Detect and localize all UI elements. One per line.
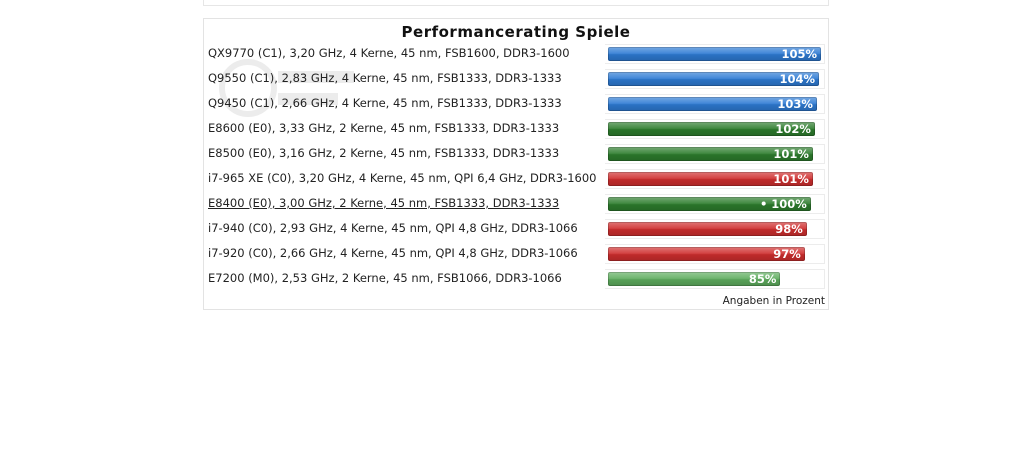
bar-row: QX9770 (C1), 3,20 GHz, 4 Kerne, 45 nm, F… (204, 41, 828, 65)
bar-track: 105% (605, 44, 825, 64)
bar-row: E8600 (E0), 3,33 GHz, 2 Kerne, 45 nm, FS… (204, 116, 828, 140)
previous-chart-panel-edge (203, 0, 829, 6)
bar: 104% (608, 71, 819, 86)
value-label: 102% (775, 121, 811, 136)
bar: 102% (608, 121, 815, 136)
category-label: Q9550 (C1), 2,83 GHz, 4 Kerne, 45 nm, FS… (208, 70, 562, 85)
bar: 97% (608, 246, 805, 261)
value-label: 85% (748, 271, 777, 286)
chart-title: Performancerating Spiele (401, 23, 631, 41)
bar-track: 98% (605, 218, 825, 239)
category-label: QX9770 (C1), 3,20 GHz, 4 Kerne, 45 nm, F… (208, 46, 570, 60)
bar: 103% (608, 96, 817, 111)
category-label: i7-940 (C0), 2,93 GHz, 4 Kerne, 45 nm, Q… (208, 220, 578, 235)
value-label: 101% (773, 171, 809, 186)
bar-row: E7200 (M0), 2,53 GHz, 2 Kerne, 45 nm, FS… (204, 266, 828, 290)
bar-row: E8400 (E0), 3,00 GHz, 2 Kerne, 45 nm, FS… (204, 191, 828, 215)
bar-track: 102% (605, 118, 825, 139)
value-label: 105% (781, 47, 817, 61)
bar: 105% (608, 47, 821, 61)
category-label: Q9450 (C1), 2,66 GHz, 4 Kerne, 45 nm, FS… (208, 95, 562, 110)
bar-track: 104% (605, 68, 825, 89)
chart-panel: Performancerating Spiele QX9770 (C1), 3,… (203, 18, 829, 310)
category-label: E8500 (E0), 3,16 GHz, 2 Kerne, 45 nm, FS… (208, 145, 560, 160)
value-label: 97% (773, 246, 801, 261)
category-label: E8600 (E0), 3,33 GHz, 2 Kerne, 45 nm, FS… (208, 120, 560, 135)
bar: • 100% (608, 196, 811, 211)
bar: 85% (608, 271, 781, 286)
value-label: 98% (775, 221, 803, 236)
bar: 101% (608, 171, 813, 186)
bar: 101% (608, 146, 813, 161)
bar-row: i7-920 (C0), 2,66 GHz, 4 Kerne, 45 nm, Q… (204, 241, 828, 265)
bar: 98% (608, 221, 807, 236)
value-label: • 100% (759, 196, 807, 211)
bar-row: Q9450 (C1), 2,66 GHz, 4 Kerne, 45 nm, FS… (204, 91, 828, 115)
unit-note: Angaben in Prozent (722, 295, 825, 307)
value-label: 104% (779, 71, 815, 86)
bar-row: E8500 (E0), 3,16 GHz, 2 Kerne, 45 nm, FS… (204, 141, 828, 165)
bar-track: 101% (605, 143, 825, 164)
bar-row: Q9550 (C1), 2,83 GHz, 4 Kerne, 45 nm, FS… (204, 66, 828, 90)
bar-row: i7-940 (C0), 2,93 GHz, 4 Kerne, 45 nm, Q… (204, 216, 828, 240)
bar-row: i7-965 XE (C0), 3,20 GHz, 4 Kerne, 45 nm… (204, 166, 828, 190)
value-label: 103% (777, 96, 813, 111)
bar-track: 103% (605, 93, 825, 114)
category-label: E8400 (E0), 3,00 GHz, 2 Kerne, 45 nm, FS… (208, 195, 560, 210)
value-label: 101% (773, 146, 809, 161)
category-label: i7-965 XE (C0), 3,20 GHz, 4 Kerne, 45 nm… (208, 170, 597, 185)
bar-track: 101% (605, 168, 825, 189)
bar-track: 85% (605, 268, 825, 289)
bar-track: 97% (605, 243, 825, 264)
category-label: E7200 (M0), 2,53 GHz, 2 Kerne, 45 nm, FS… (208, 270, 562, 285)
category-label: i7-920 (C0), 2,66 GHz, 4 Kerne, 45 nm, Q… (208, 245, 578, 260)
bar-track: • 100% (605, 193, 825, 214)
